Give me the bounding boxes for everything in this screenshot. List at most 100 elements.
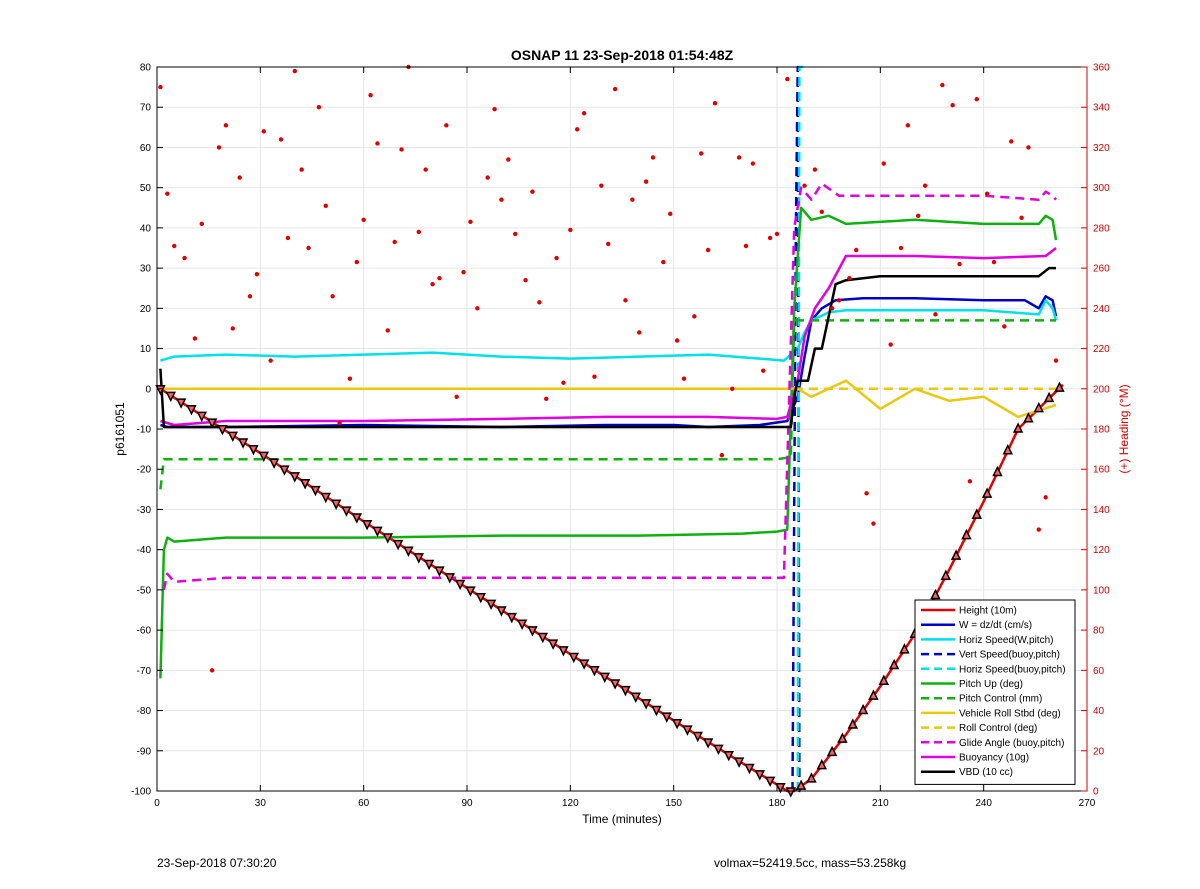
y-tick-label: 70 xyxy=(140,103,152,114)
depth-marker xyxy=(837,732,848,743)
series-line-1 xyxy=(160,295,1058,429)
depth-marker xyxy=(609,679,621,690)
series-line-7 xyxy=(163,379,1057,419)
depth-marker xyxy=(454,579,466,591)
legend-label: Horiz Speed(W,pitch) xyxy=(959,635,1053,646)
heading-point xyxy=(668,211,673,217)
heading-point xyxy=(637,330,642,335)
depth-marker xyxy=(485,599,497,611)
heading-point xyxy=(361,217,366,223)
x-tick-label: 150 xyxy=(665,798,682,809)
heading-point xyxy=(612,86,618,92)
depth-markers xyxy=(155,381,1065,798)
legend-label: W = dz/dt (cm/s) xyxy=(959,620,1032,631)
y-tick-label: 50 xyxy=(140,183,152,194)
heading-point xyxy=(705,247,711,253)
legend-label: Horiz Speed(buoy,pitch) xyxy=(959,664,1066,675)
depth-marker xyxy=(217,424,228,436)
legend-label: Glide Angle (buoy,pitch) xyxy=(959,738,1064,749)
depth-marker xyxy=(1023,412,1034,423)
depth-marker xyxy=(279,465,290,476)
x-tick-label: 120 xyxy=(562,798,579,809)
y-tick-label: 40 xyxy=(140,223,152,234)
y-tick-label: -50 xyxy=(137,585,152,596)
heading-point xyxy=(430,282,435,287)
x-tick-label: 270 xyxy=(1079,798,1096,809)
right-y-tick-label: 340 xyxy=(1093,103,1110,114)
depth-marker xyxy=(826,745,838,757)
heading-point xyxy=(444,123,449,128)
depth-marker xyxy=(465,586,476,597)
heading-point xyxy=(888,342,893,347)
depth-marker xyxy=(289,472,300,483)
y-tick-label: -90 xyxy=(137,746,152,757)
depth-marker xyxy=(423,559,435,571)
right-y-tick-label: 320 xyxy=(1093,143,1110,154)
depth-marker xyxy=(1002,444,1013,455)
y-tick-label: -10 xyxy=(137,425,152,436)
depth-marker xyxy=(1012,422,1024,433)
heading-point xyxy=(802,183,807,188)
depth-marker xyxy=(702,738,714,749)
y-tick-label: 10 xyxy=(140,344,152,355)
series-line-2 xyxy=(160,299,1058,362)
series-line-9 xyxy=(162,182,1057,591)
depth-marker xyxy=(268,458,280,469)
heading-point xyxy=(537,300,542,305)
depth-marker xyxy=(992,465,1003,477)
heading-point xyxy=(836,298,842,303)
heading-point xyxy=(674,338,680,343)
heading-point xyxy=(650,155,656,160)
heading-point xyxy=(991,259,997,265)
depth-marker xyxy=(682,725,693,736)
heading-point xyxy=(268,358,273,363)
depth-marker xyxy=(940,569,951,580)
series-line-10 xyxy=(160,247,1057,427)
heading-point xyxy=(247,294,253,299)
depth-marker xyxy=(785,787,796,798)
heading-point xyxy=(399,147,404,152)
depth-marker xyxy=(775,782,786,794)
x-tick-label: 180 xyxy=(769,798,786,809)
heading-point xyxy=(285,235,291,241)
right-y-tick-label: 0 xyxy=(1093,787,1099,798)
heading-point xyxy=(623,298,628,303)
y-tick-label: 30 xyxy=(140,264,152,275)
depth-marker xyxy=(299,479,311,490)
y-tick-label: -60 xyxy=(137,626,152,637)
heading-point xyxy=(592,374,597,379)
heading-point xyxy=(530,189,535,194)
depth-marker xyxy=(754,770,765,781)
depth-marker xyxy=(589,665,600,677)
heading-point xyxy=(719,452,725,458)
right-y-tick-label: 240 xyxy=(1093,304,1110,315)
legend-label: Vehicle Roll Stbd (deg) xyxy=(959,708,1061,719)
heading-point xyxy=(316,105,322,110)
heading-point xyxy=(544,396,549,402)
depth-marker xyxy=(671,718,683,730)
right-y-tick-label: 220 xyxy=(1093,344,1110,355)
heading-point xyxy=(261,129,266,134)
heading-point xyxy=(499,197,504,202)
series-line-11 xyxy=(159,266,1056,429)
heading-point xyxy=(581,111,587,116)
y-tick-label: -20 xyxy=(137,465,152,476)
chart-title: OSNAP 11 23-Sep-2018 01:54:48Z xyxy=(511,47,734,63)
heading-point xyxy=(192,336,198,341)
depth-marker xyxy=(640,699,652,710)
depth-marker xyxy=(351,513,362,524)
heading-point xyxy=(216,145,222,150)
depth-marker xyxy=(630,692,641,703)
legend-label: Pitch Up (deg) xyxy=(959,679,1023,690)
right-y-tick-label: 280 xyxy=(1093,223,1110,234)
heading-point xyxy=(306,245,311,251)
heading-point xyxy=(223,123,229,128)
depth-marker xyxy=(620,685,631,697)
heading-point xyxy=(454,394,459,400)
heading-point xyxy=(812,167,818,172)
heading-point xyxy=(829,306,835,311)
depth-marker xyxy=(175,398,187,409)
heading-point xyxy=(871,521,876,526)
heading-point xyxy=(299,167,304,172)
depth-marker xyxy=(981,487,993,498)
